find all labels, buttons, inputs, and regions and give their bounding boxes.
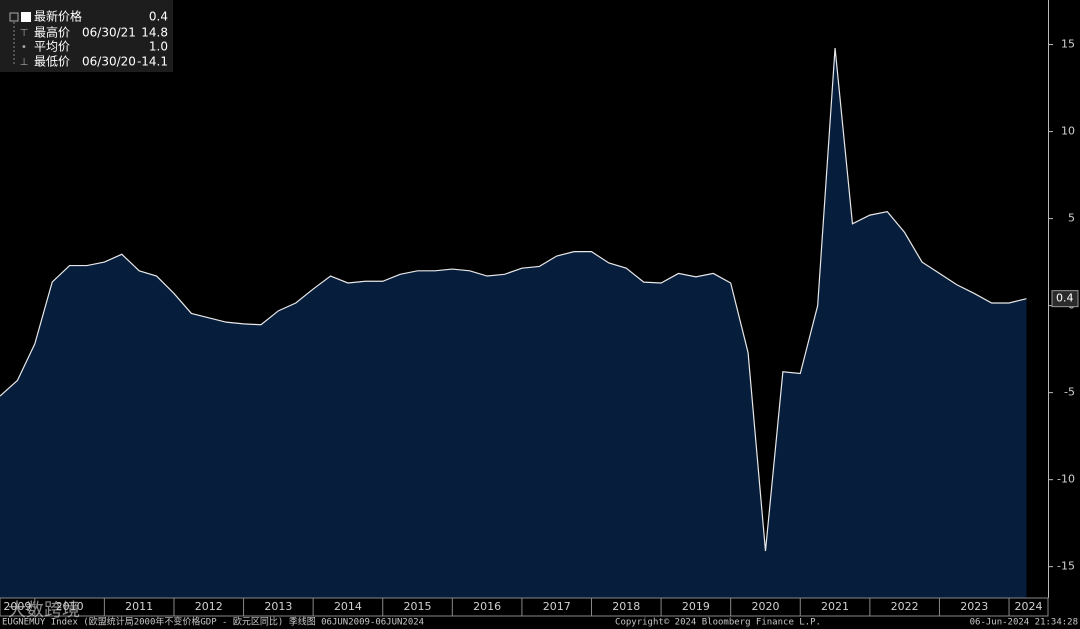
legend-swatch <box>21 12 31 22</box>
legend-date: 06/30/21 <box>82 26 136 40</box>
legend-label: 平均价 <box>34 40 70 54</box>
line <box>0 47 1027 552</box>
x-tick-label: 2010 <box>56 600 84 613</box>
legend-collapse-icon <box>9 12 19 22</box>
legend-date: 06/30/20 <box>82 55 136 69</box>
x-tick-label: 2016 <box>473 600 501 613</box>
plot-area <box>0 47 1027 598</box>
x-tick-label: 2018 <box>612 600 640 613</box>
x-tick-label: 2020 <box>751 600 779 613</box>
area <box>0 48 1027 598</box>
legend-icon: ⊥ <box>20 57 29 68</box>
y-tick-label: 5 <box>1068 212 1075 225</box>
y-tick-label: 15 <box>1061 38 1075 51</box>
x-tick-label: 2015 <box>404 600 432 613</box>
x-tick-label: 2019 <box>682 600 710 613</box>
x-tick-label: 2021 <box>821 600 849 613</box>
footer-left: EUGNEMUY Index (欧盟统计局2000年不变价格GDP - 欧元区同… <box>2 616 424 628</box>
y-tick-label: -5 <box>1064 386 1075 399</box>
legend-icon: ⊤ <box>20 28 29 39</box>
x-tick-label: 2024 <box>1015 600 1043 613</box>
x-tick-label: 2013 <box>264 600 292 613</box>
x-tick-label: 2017 <box>543 600 571 613</box>
last-value-label: 0.4 <box>1056 292 1074 305</box>
legend-label: 最高价 <box>34 25 70 40</box>
legend-value: 1.0 <box>149 40 168 54</box>
legend-icon: • <box>21 42 27 53</box>
legend-label: 最低价 <box>34 55 70 69</box>
legend: ⊤ • ⊥ 最新价格 0.4 最高价 06/30/21 14.8 平均价 1.0 最低价 06/… <box>0 0 173 72</box>
axes <box>0 0 1049 617</box>
legend-value: 0.4 <box>149 10 168 24</box>
x-axis-strip <box>0 597 1049 617</box>
legend-label: 最新价格 <box>34 9 82 24</box>
y-tick-label: -10 <box>1057 473 1075 486</box>
y-tick-label: -15 <box>1057 560 1075 573</box>
legend-value: 14.8 <box>141 26 168 40</box>
y-tick-label: 10 <box>1061 125 1075 138</box>
x-tick-label: 2009 <box>3 600 31 613</box>
x-tick-label: 2023 <box>960 600 988 613</box>
x-tick-label: 2012 <box>195 600 223 613</box>
x-tick-label: 2011 <box>125 600 153 613</box>
x-tick-label: 2014 <box>334 600 362 613</box>
footer-right: 06-Jun-2024 21:34:28 <box>970 618 1078 628</box>
last-value-box <box>1051 290 1079 308</box>
x-tick-label: 2022 <box>891 600 919 613</box>
legend-value: -14.1 <box>137 55 168 69</box>
watermark: 大数跨境 <box>8 600 80 621</box>
footer-center: Copyright© 2024 Bloomberg Finance L.P. <box>615 618 821 628</box>
